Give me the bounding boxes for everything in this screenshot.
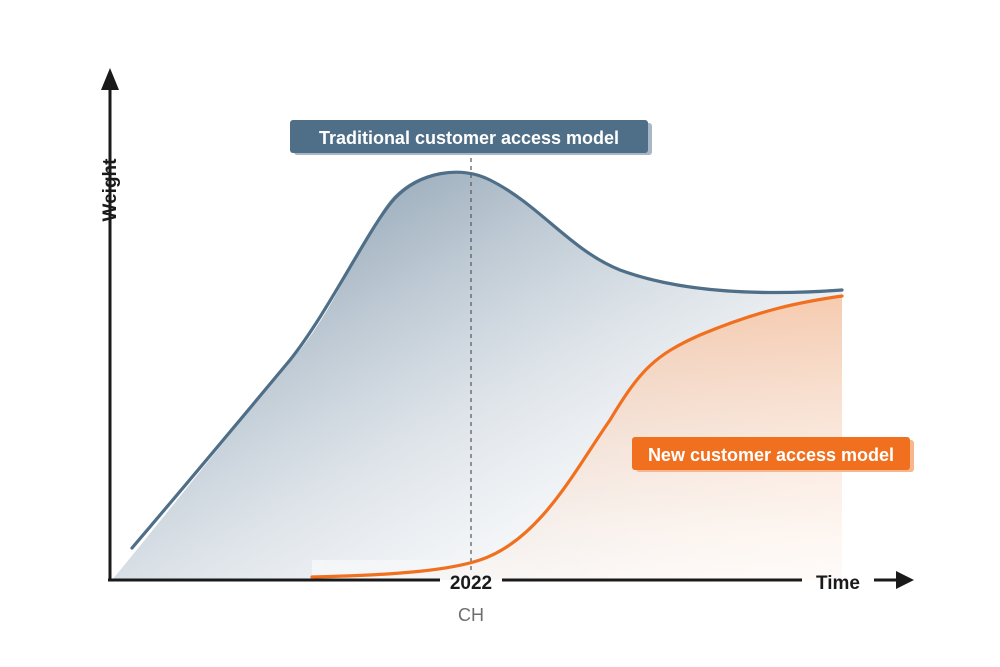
marker-sub-label: CH: [458, 605, 484, 625]
y-axis-label: Weight: [100, 158, 121, 222]
time-arrow-icon: [896, 571, 914, 589]
traditional-curve: [130, 170, 844, 550]
y-axis-arrow-icon: [101, 68, 119, 90]
traditional-label-text: Traditional customer access model: [319, 128, 619, 148]
marker-tick-label: 2022: [450, 573, 492, 594]
new-area-fill: [312, 296, 842, 580]
new-curve: [310, 294, 844, 579]
traditional-label-badge: Traditional customer access model: [290, 120, 652, 155]
x-axis-label: Time: [816, 573, 860, 594]
new-label-text: New customer access model: [648, 445, 894, 465]
new-label-badge: New customer access model: [632, 437, 914, 472]
